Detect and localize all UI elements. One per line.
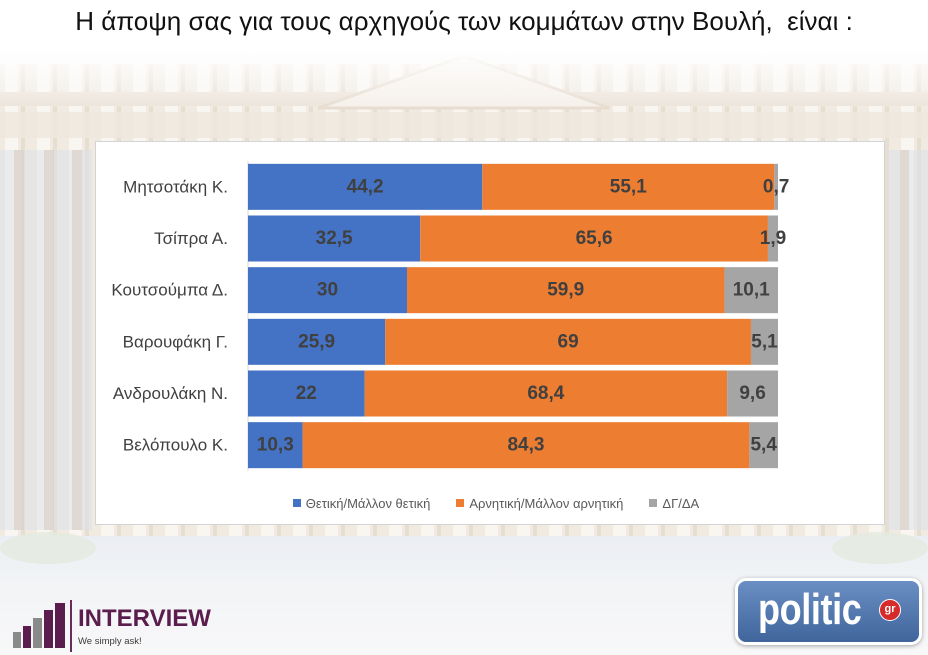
bar-segment-positive xyxy=(248,318,386,365)
chart-legend: Θετική/Μάλλον θετική Αρνητική/Μάλλον αρν… xyxy=(108,494,884,512)
sky-fade xyxy=(0,0,928,110)
category-label: Τσίπρα Α. xyxy=(154,229,228,248)
left-wing-column xyxy=(14,150,24,530)
bar-segment-dont-know xyxy=(750,318,778,365)
data-label: 44,2 xyxy=(347,176,384,197)
bar-segment-dont-know xyxy=(767,215,778,262)
data-label: 5,4 xyxy=(750,435,777,456)
legend-label-positive: Θετική/Μάλλον θετική xyxy=(305,495,431,511)
data-label: 68,4 xyxy=(527,383,564,404)
data-label: 32,5 xyxy=(316,228,353,249)
data-label: 22 xyxy=(296,383,317,404)
bar-segment-negative xyxy=(364,370,728,417)
data-label: 10,1 xyxy=(733,280,770,301)
politic-gr-logo: politic gr xyxy=(735,578,922,645)
legend-label-dont-know: ΔΓ/ΔΑ xyxy=(662,495,700,511)
icon-bar xyxy=(13,632,21,648)
data-label: 0,7 xyxy=(763,176,789,197)
legend-swatch-positive xyxy=(292,499,301,507)
data-label: 10,3 xyxy=(257,435,294,456)
interview-tagline: We simply ask! xyxy=(78,636,142,647)
data-label: 55,1 xyxy=(610,176,647,197)
bar-segment-positive xyxy=(248,215,421,262)
interview-logo: INTERVIEW We simply ask! xyxy=(12,600,222,652)
legend-item-dont-know: ΔΓ/ΔΑ xyxy=(649,496,699,511)
legend-label-negative: Αρνητική/Μάλλον αρνητική xyxy=(469,495,624,511)
icon-bar xyxy=(33,618,42,648)
slide-title: Η άποψη σας για τους αρχηγούς των κομμάτ… xyxy=(75,6,853,36)
legend-item-negative: Αρνητική/Μάλλον αρνητική xyxy=(456,496,623,511)
bar-segment-negative xyxy=(302,422,750,469)
legend-swatch-dont-know xyxy=(649,499,658,507)
bar-segment-dont-know xyxy=(774,163,778,210)
logo-divider xyxy=(70,600,72,652)
bar-segment-positive xyxy=(248,267,407,314)
right-wing-column xyxy=(900,150,909,530)
bar-segment-dont-know xyxy=(727,370,778,417)
bar-segment-positive xyxy=(248,422,303,469)
stacked-bar-chart: Μητσοτάκη Κ. 44,2 55,1 0,7 Τσίπρα Α. 32,5 65,6… xyxy=(111,161,789,471)
data-label: 59,9 xyxy=(547,280,584,301)
gr-badge: gr xyxy=(879,599,901,621)
data-label: 69 xyxy=(558,331,579,352)
category-label: Μητσοτάκη Κ. xyxy=(123,177,228,196)
data-label: 9,6 xyxy=(739,383,765,404)
parliament-upper-windows xyxy=(0,112,928,138)
icon-bar xyxy=(44,610,53,648)
legend-swatch-negative xyxy=(456,499,465,507)
politic-wordmark: politic xyxy=(758,585,862,634)
chart-container: Μητσοτάκη Κ. 44,2 55,1 0,7 Τσίπρα Α. 32,5 65,6… xyxy=(95,141,885,525)
label-layer: Μητσοτάκη Κ. 44,2 55,1 0,7 Τσίπρα Α. 32,5 65,6… xyxy=(111,176,789,455)
bar-segment-negative xyxy=(385,318,751,365)
bar-segment-negative xyxy=(407,267,725,314)
data-label: 5,1 xyxy=(751,331,778,352)
left-wing-column xyxy=(44,150,54,530)
category-label: Ανδρουλάκη Ν. xyxy=(113,384,228,403)
interview-wordmark: INTERVIEW xyxy=(78,605,211,632)
bar-layer xyxy=(248,163,778,469)
bar-steps-icon xyxy=(13,603,65,648)
data-label: 1,9 xyxy=(760,228,786,249)
bar-segment-negative xyxy=(482,163,775,210)
bar-segment-negative xyxy=(420,215,768,262)
category-label: Βαρουφάκη Γ. xyxy=(123,332,228,351)
legend-item-positive: Θετική/Μάλλον θετική xyxy=(292,495,431,511)
category-label: Κουτσούμπα Δ. xyxy=(111,281,228,300)
icon-bar xyxy=(23,626,31,648)
category-label: Βελόπουλο Κ. xyxy=(123,436,228,455)
data-label: 65,6 xyxy=(576,228,613,249)
data-label: 84,3 xyxy=(507,435,544,456)
icon-bar xyxy=(55,603,65,648)
trees-left xyxy=(0,532,96,564)
bar-segment-dont-know xyxy=(724,267,778,314)
trees-right xyxy=(832,532,928,564)
bar-segment-positive xyxy=(248,370,365,417)
data-label: 25,9 xyxy=(298,331,335,352)
data-label: 30 xyxy=(317,280,338,301)
bar-segment-dont-know xyxy=(749,422,778,469)
left-wing-column xyxy=(72,150,82,530)
bar-segment-positive xyxy=(248,163,483,210)
